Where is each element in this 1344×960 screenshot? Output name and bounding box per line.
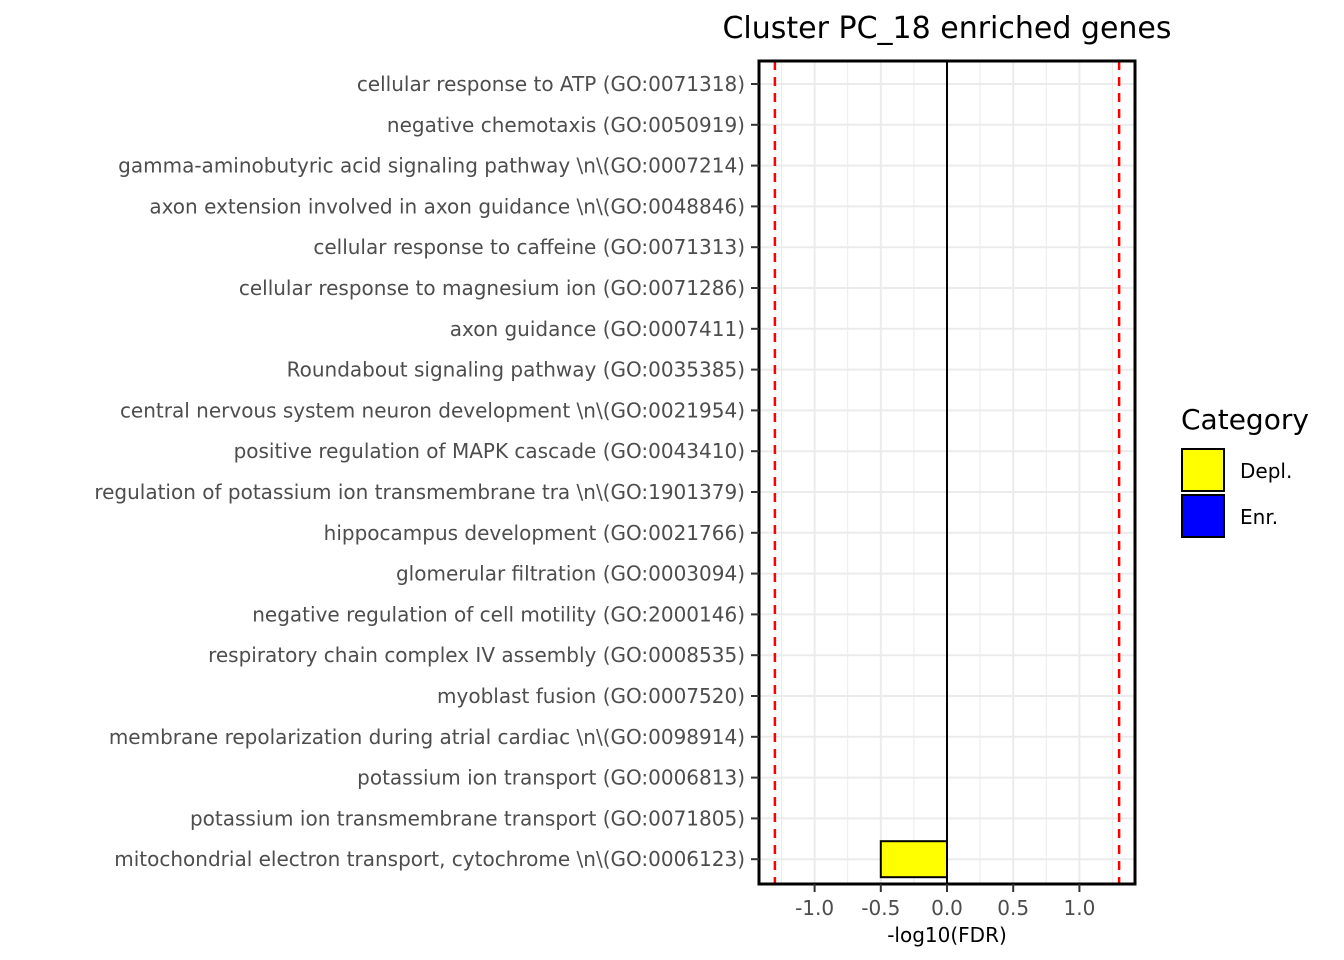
category-label: potassium ion transport (GO:0006813) bbox=[357, 766, 745, 790]
legend-label: Depl. bbox=[1240, 459, 1292, 483]
category-label: gamma-aminobutyric acid signaling pathwa… bbox=[118, 154, 745, 178]
reference-lines bbox=[773, 61, 1121, 884]
category-label: glomerular filtration (GO:0003094) bbox=[396, 562, 745, 586]
category-label: respiratory chain complex IV assembly (G… bbox=[208, 643, 745, 667]
x-axis-ticks: -1.0 -0.5 0.0 0.5 1.0 bbox=[795, 884, 1095, 920]
x-tick-label: 1.0 bbox=[1063, 896, 1095, 920]
legend-title: Category bbox=[1181, 403, 1309, 436]
legend-entries: Depl. Enr. bbox=[1181, 448, 1292, 538]
category-label: axon guidance (GO:0007411) bbox=[450, 317, 745, 341]
category-label: cellular response to magnesium ion (GO:0… bbox=[239, 276, 745, 300]
x-axis-title: -log10(FDR) bbox=[887, 923, 1007, 947]
category-label: negative regulation of cell motility (GO… bbox=[252, 602, 745, 626]
bar bbox=[879, 840, 948, 879]
bars bbox=[879, 840, 948, 879]
legend-label: Enr. bbox=[1240, 505, 1278, 529]
legend-swatch bbox=[1181, 494, 1225, 538]
category-label: mitochondrial electron transport, cytoch… bbox=[114, 847, 745, 871]
legend-swatch bbox=[1181, 448, 1225, 492]
category-label: membrane repolarization during atrial ca… bbox=[109, 725, 745, 749]
category-label: axon extension involved in axon guidance… bbox=[149, 194, 745, 218]
category-label: hippocampus development (GO:0021766) bbox=[324, 521, 745, 545]
category-label: myoblast fusion (GO:0007520) bbox=[437, 684, 745, 708]
x-tick-label: 0.5 bbox=[997, 896, 1029, 920]
category-label: Roundabout signaling pathway (GO:0035385… bbox=[287, 358, 745, 382]
category-label: central nervous system neuron developmen… bbox=[120, 398, 745, 422]
category-label: regulation of potassium ion transmembran… bbox=[94, 480, 745, 504]
category-label: potassium ion transmembrane transport (G… bbox=[190, 806, 745, 830]
category-labels: cellular response to ATP (GO:0071318) neg… bbox=[94, 72, 745, 871]
category-label: positive regulation of MAPK cascade (GO:… bbox=[234, 439, 745, 463]
x-tick-label: -0.5 bbox=[861, 896, 900, 920]
chart-title: Cluster PC_18 enriched genes bbox=[722, 11, 1171, 46]
category-label: negative chemotaxis (GO:0050919) bbox=[387, 113, 745, 137]
x-tick-label: 0.0 bbox=[931, 896, 963, 920]
category-label: cellular response to ATP (GO:0071318) bbox=[357, 72, 745, 96]
y-axis-ticks bbox=[751, 83, 759, 861]
legend: Category Depl. Enr. bbox=[1181, 403, 1309, 538]
x-tick-label: -1.0 bbox=[795, 896, 834, 920]
category-label: cellular response to caffeine (GO:007131… bbox=[313, 235, 745, 259]
